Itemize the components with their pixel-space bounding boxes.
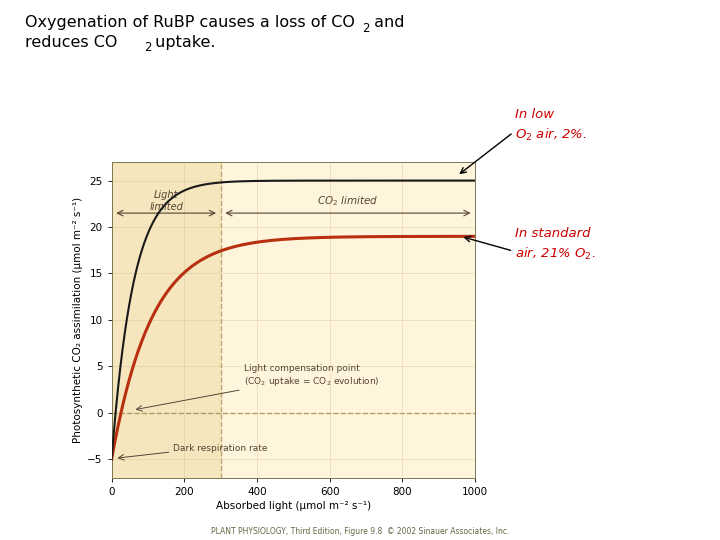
- Text: Light compensation point
(CO$_2$ uptake = CO$_2$ evolution): Light compensation point (CO$_2$ uptake …: [244, 364, 380, 388]
- Text: Light
limited: Light limited: [149, 190, 183, 212]
- Text: 2: 2: [362, 22, 369, 35]
- Text: uptake.: uptake.: [150, 35, 216, 50]
- Text: air, 21% $O_2$.: air, 21% $O_2$.: [515, 246, 595, 262]
- Y-axis label: Photosynthetic CO₂ assimilation (μmol m⁻² s⁻¹): Photosynthetic CO₂ assimilation (μmol m⁻…: [73, 197, 83, 443]
- Text: CO$_2$ limited: CO$_2$ limited: [317, 194, 379, 208]
- Text: In low: In low: [515, 109, 554, 122]
- X-axis label: Absorbed light (μmol m⁻² s⁻¹): Absorbed light (μmol m⁻² s⁻¹): [216, 501, 371, 511]
- Text: Oxygenation of RuBP causes a loss of CO: Oxygenation of RuBP causes a loss of CO: [25, 15, 355, 30]
- Bar: [112, 162, 220, 478]
- Text: In standard: In standard: [515, 227, 590, 240]
- Text: and: and: [369, 15, 404, 30]
- Text: reduces CO: reduces CO: [25, 35, 117, 50]
- Text: PLANT PHYSIOLOGY, Third Edition, Figure 9.8  © 2002 Sinauer Associates, Inc.: PLANT PHYSIOLOGY, Third Edition, Figure …: [211, 526, 509, 536]
- Text: $O_2$ air, 2%.: $O_2$ air, 2%.: [515, 127, 587, 143]
- Text: 2: 2: [144, 41, 151, 54]
- Text: Dark respiration rate: Dark respiration rate: [174, 444, 268, 453]
